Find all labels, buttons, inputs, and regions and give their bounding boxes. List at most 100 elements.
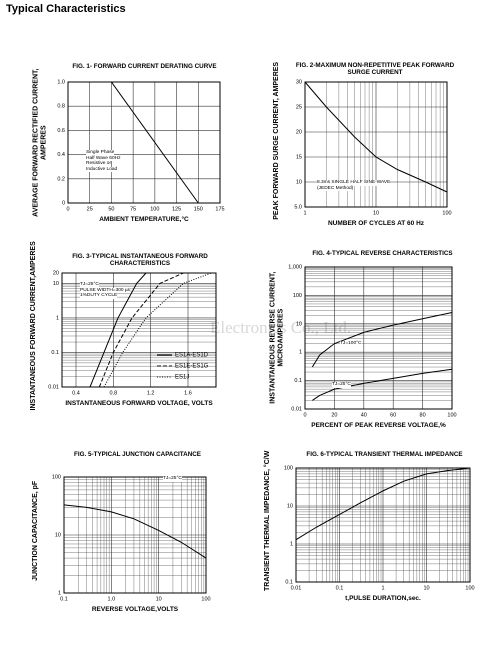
chart-title: FIG. 3-TYPICAL INSTANTANEOUS FORWARD CHA… [72, 253, 208, 267]
x-tick-label: 40 [361, 412, 367, 418]
y-tick-label: 15 [296, 154, 302, 160]
y-tick-label: 1 [299, 350, 302, 356]
annotation: TJ=25°C [332, 382, 351, 388]
x-axis-label: AMBIENT TEMPERATURE,°C [99, 216, 189, 223]
x-tick-label: 1.6 [184, 390, 192, 396]
plot-frame [295, 467, 471, 583]
series-line [295, 467, 471, 541]
y-tick-label: 100 [293, 293, 302, 299]
x-tick-label: 1.2 [147, 390, 155, 396]
annotation: Half Wave 60Hz [86, 155, 121, 162]
y-tick-label: 10 [53, 281, 59, 287]
y-tick-label: 10 [287, 503, 293, 509]
plot-frame [63, 476, 207, 594]
x-tick-label: 0.1 [60, 596, 68, 602]
annotation: Single Phase [86, 150, 115, 156]
x-axis-label: t,PULSE DURATION,sec. [345, 595, 421, 602]
y-tick-label: 100 [52, 474, 61, 480]
x-tick-label: 25 [87, 206, 93, 212]
y-tick-label: 0.01 [291, 406, 302, 412]
annotation: 8.3ms SINGLE HALF SINE-WAVE [317, 180, 391, 186]
x-tick-label: 100 [150, 206, 159, 212]
annotation: PULSE WIDTH=300 µs [80, 287, 131, 294]
y-tick-label: 1.0 [57, 79, 65, 85]
x-tick-label: 100 [465, 585, 474, 591]
y-axis-label: INSTANTANEOUS REVERSE CURRENT, MICROAMPE… [269, 271, 284, 404]
x-tick-label: 60 [390, 412, 396, 418]
y-tick-label: 0.1 [285, 579, 293, 585]
x-tick-label: 100 [442, 210, 451, 216]
plot-frame [61, 272, 217, 388]
series-line [89, 272, 147, 388]
x-tick-label: 0.4 [72, 390, 80, 396]
page-title: Typical Characteristics [6, 3, 126, 15]
x-axis-label: INSTANTANEOUS FORWARD VOLTAGE, VOLTS [65, 400, 213, 407]
series-line [68, 81, 199, 204]
plot-frame [67, 81, 221, 204]
y-axis-label: TRANSIENT THERMAL IMPEDANCE, °C/W [264, 450, 272, 592]
x-axis-label: REVERSE VOLTAGE,VOLTS [91, 606, 179, 613]
x-tick-label: 1.0 [108, 596, 116, 602]
y-tick-label: 1 [58, 590, 61, 596]
series-line [312, 368, 453, 401]
series-line [98, 272, 184, 388]
x-tick-label: 10 [423, 585, 429, 591]
series-line [103, 272, 212, 388]
y-tick-label: 1,000 [288, 264, 302, 270]
y-tick-label: 10 [296, 179, 302, 185]
plot-frame [304, 266, 453, 410]
y-tick-label: 0.6 [57, 128, 65, 134]
y-tick-label: 0.01 [48, 384, 59, 390]
series-line [63, 504, 207, 559]
legend-label: ES1E-ES1G [175, 364, 209, 370]
y-tick-label: 0.8 [57, 104, 65, 110]
annotation: Resistive or [86, 161, 112, 167]
y-tick-label: 25 [296, 104, 302, 110]
y-axis-label: AVERAGE FORWARD RECTIFIED CURRENT, AMPER… [32, 68, 47, 217]
y-tick-label: 0.4 [57, 152, 65, 158]
chart-title: FIG. 5-TYPICAL JUNCTION CAPACITANCE [74, 451, 201, 458]
y-axis-label: PEAK FORWARD SURGE CURRENT, AMPERES [273, 61, 281, 220]
y-tick-label: 1 [56, 315, 59, 321]
annotation: TJ=25°C [80, 282, 99, 288]
x-tick-label: 20 [331, 412, 337, 418]
annotation: TJ=100°C [340, 341, 362, 347]
y-tick-label: 0.2 [57, 176, 65, 182]
chart-title: FIG. 6-TYPICAL TRANSIENT THERMAL IMPEDAN… [306, 451, 463, 458]
x-tick-label: 100 [201, 596, 210, 602]
x-tick-label: 175 [215, 206, 224, 212]
series-line [311, 312, 453, 368]
y-axis-label: JUNCTION CAPACITANCE, pF [32, 480, 40, 581]
plot-frame [304, 81, 448, 208]
y-tick-label: 30 [296, 79, 302, 85]
y-axis-label: INSTANTANEOUS FORWARD CURRENT,AMPERES [30, 241, 38, 411]
x-tick-label: 125 [172, 206, 181, 212]
y-tick-label: 0.1 [294, 378, 302, 384]
annotation: TJ=25°C [163, 476, 182, 482]
x-tick-label: 50 [108, 206, 114, 212]
chart-title: FIG. 1- FORWARD CURRENT DERATING CURVE [72, 63, 217, 70]
x-tick-label: 150 [194, 206, 203, 212]
y-tick-label: 20 [53, 270, 59, 276]
y-tick-label: 0.1 [51, 350, 59, 356]
x-tick-label: 80 [420, 412, 426, 418]
annotation: (JEDEC Method) [317, 185, 354, 192]
y-tick-label: 5.0 [294, 204, 302, 210]
chart-title: FIG. 2-MAXIMUM NON-REPETITIVE PEAK FORWA… [295, 62, 455, 76]
x-tick-label: 100 [447, 412, 456, 418]
x-tick-label: 0.01 [291, 585, 302, 591]
x-tick-label: 0.1 [336, 585, 344, 591]
x-tick-label: 1 [303, 210, 306, 216]
chart-title: FIG. 4-TYPICAL REVERSE CHARACTERISTICS [312, 250, 453, 257]
y-tick-label: 0 [62, 200, 65, 206]
x-axis-label: PERCENT OF PEAK REVERSE VOLTAGE,% [311, 422, 446, 429]
y-tick-label: 10 [55, 532, 61, 538]
y-tick-label: 100 [284, 465, 293, 471]
legend-label: ES1A-ES1D [175, 353, 209, 359]
y-tick-label: 10 [296, 321, 302, 327]
legend-label: ES1J [175, 375, 189, 381]
x-tick-label: 75 [130, 206, 136, 212]
annotation: 1%DUTY CYCLE [80, 293, 118, 299]
x-tick-label: 10 [373, 210, 379, 216]
